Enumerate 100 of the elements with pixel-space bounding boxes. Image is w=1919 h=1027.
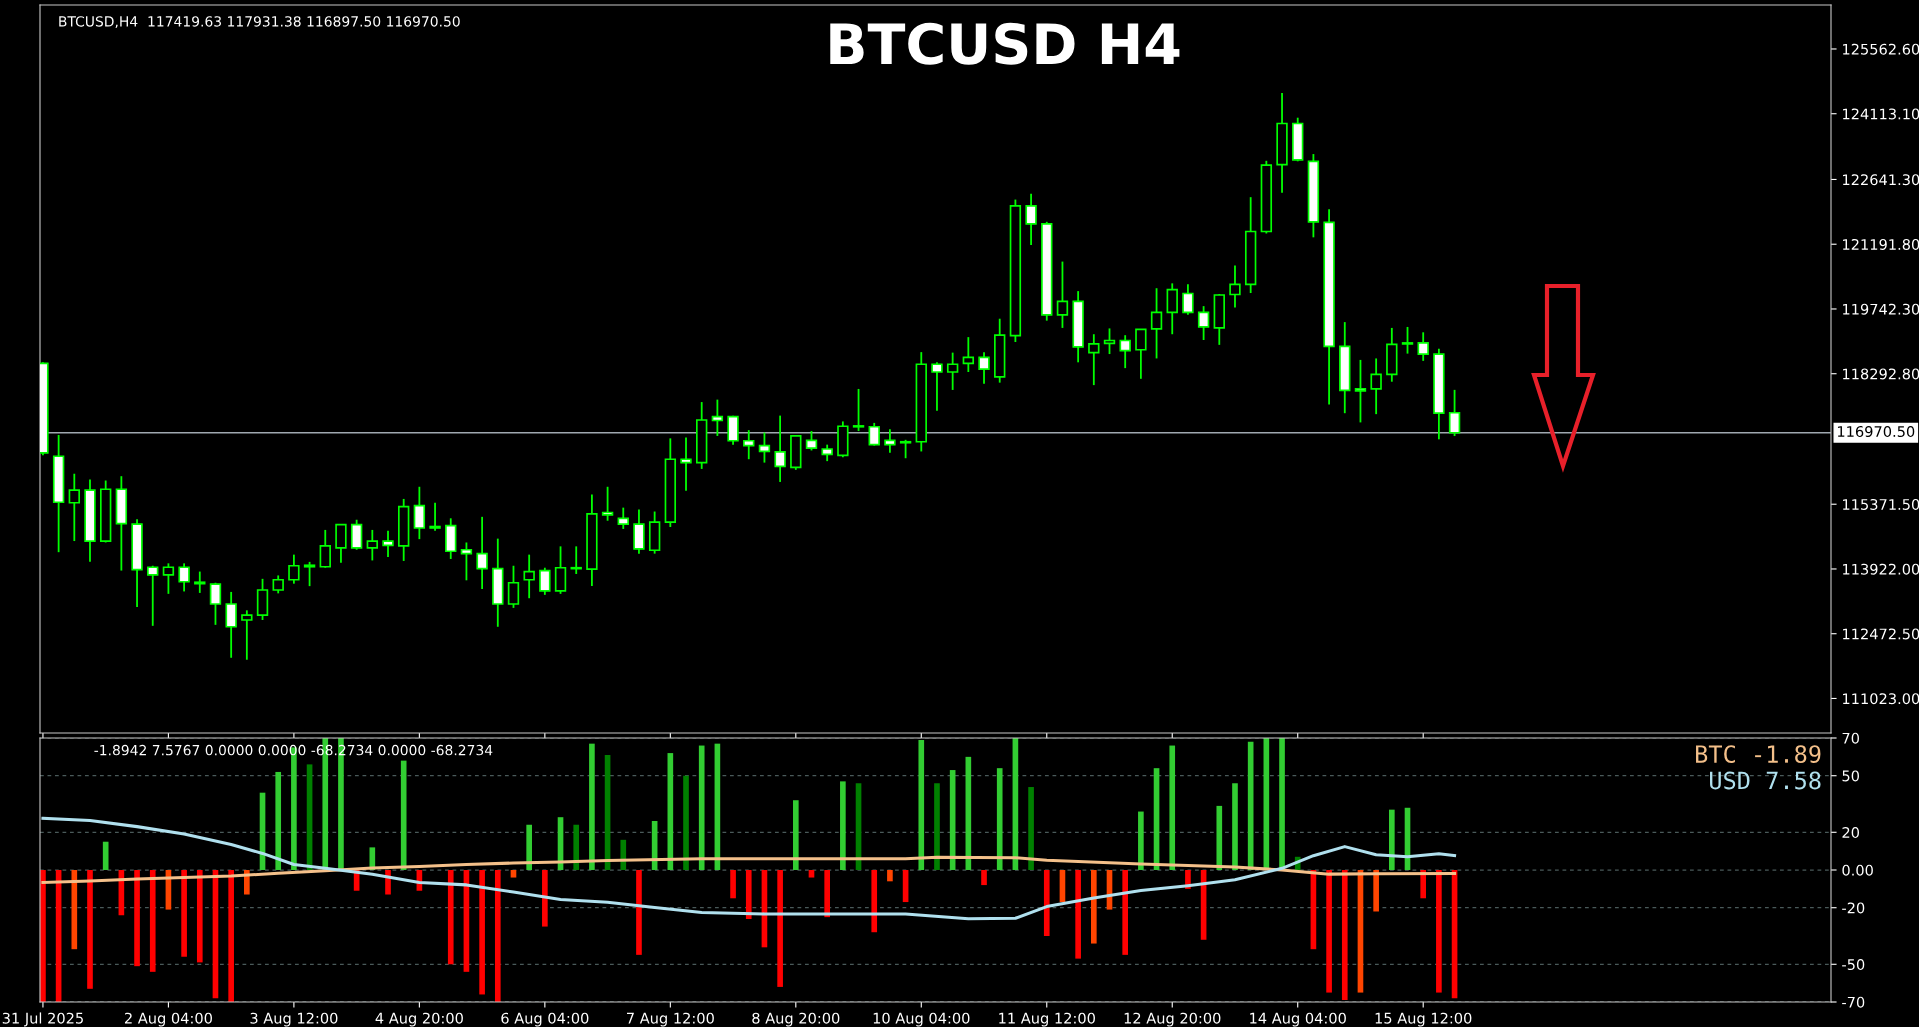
bar: [510, 870, 517, 878]
bar: [275, 771, 282, 870]
candlestick: [617, 506, 629, 530]
bar: [981, 870, 987, 886]
bar: [1043, 870, 1050, 936]
y-tick-label: 119742.30: [1843, 303, 1919, 315]
candlestick: [774, 414, 786, 483]
bar: [1373, 870, 1379, 912]
y-tick-label: 118292.80: [1843, 368, 1919, 380]
candlestick: [962, 336, 975, 373]
candlestick: [852, 388, 865, 432]
bar: [102, 841, 109, 870]
bar: [149, 870, 156, 972]
candlestick: [868, 421, 880, 447]
candlestick: [1103, 327, 1116, 355]
candlestick: [194, 570, 206, 594]
bar: [1138, 811, 1144, 870]
y-tick-label: 113922.00: [1843, 563, 1919, 575]
candlestick: [1370, 357, 1382, 416]
candlestick: [1025, 192, 1037, 247]
candlestick: [507, 564, 520, 609]
candlestick: [680, 436, 692, 492]
bar: [620, 839, 627, 870]
bar: [589, 743, 595, 870]
candlestick: [1229, 264, 1241, 309]
candlestick: [539, 566, 551, 596]
y-tick-label: 124113.10: [1843, 108, 1919, 120]
bar: [400, 760, 407, 870]
candlestick: [884, 428, 896, 454]
line-series: [41, 855, 1457, 884]
bar: [1341, 870, 1348, 1001]
bar: [494, 870, 501, 1002]
x-tick-label: 2 Aug 04:00: [124, 1012, 212, 1027]
bar: [808, 870, 815, 878]
bar: [134, 870, 140, 967]
bar: [745, 870, 752, 920]
x-tick-label: 10 Aug 04:00: [873, 1012, 970, 1027]
candlestick: [946, 351, 959, 391]
x-tick-label: 7 Aug 12:00: [627, 1012, 714, 1027]
candlestick: [805, 430, 818, 452]
chart-title: BTCUSD H4: [830, 22, 1180, 65]
candlestick: [303, 560, 316, 588]
x-tick-label: 31 Jul 2025: [2, 1012, 83, 1027]
candlestick: [366, 529, 379, 562]
bar: [996, 768, 1003, 870]
candlestick: [978, 351, 990, 385]
text: BTCUSD,H4 117419.63 117931.38 116897.50 116970.50: [59, 16, 460, 29]
bar: [1389, 809, 1395, 870]
candlestick: [413, 485, 426, 541]
candlestick: [1088, 333, 1100, 387]
bar: [918, 739, 925, 870]
candlestick: [1182, 283, 1194, 316]
bar: [196, 870, 203, 963]
candlestick: [382, 529, 394, 558]
bar: [526, 824, 532, 870]
y-tick-label: 20: [1842, 827, 1860, 839]
bar: [871, 870, 878, 933]
bar: [730, 870, 736, 899]
x-tick-label: 3 Aug 12:00: [250, 1012, 338, 1027]
y-tick-label: -20: [1842, 902, 1865, 914]
candlestick: [241, 609, 253, 661]
bar: [792, 800, 799, 870]
candlestick: [758, 431, 771, 464]
bar: [934, 783, 940, 870]
y-tick-label: 125562.60: [1843, 43, 1919, 55]
y-tick-label: 0.00: [1842, 864, 1873, 876]
y-tick-label: -50: [1842, 959, 1865, 971]
candlestick: [1135, 328, 1147, 380]
candlestick: [460, 541, 473, 582]
bar: [1090, 870, 1097, 944]
bar: [1169, 745, 1176, 870]
candlestick: [1056, 260, 1069, 329]
bar: [181, 870, 187, 957]
candlestick: [162, 562, 175, 595]
x-tick-label: 11 Aug 12:00: [999, 1012, 1095, 1027]
bar: [777, 870, 783, 987]
candlestick: [1417, 331, 1429, 362]
x-tick-label: 14 Aug 04:00: [1250, 1012, 1346, 1027]
bar: [542, 870, 548, 927]
candlestick: [899, 438, 912, 460]
bar: [479, 870, 485, 995]
bar: [636, 870, 642, 955]
candlestick: [209, 581, 222, 626]
candlestick: [225, 591, 237, 659]
y-tick-label: 112472.50: [1843, 628, 1919, 640]
candlestick: [178, 562, 190, 593]
candlestick: [1166, 282, 1178, 336]
bar: [698, 745, 705, 870]
candlestick: [476, 515, 488, 590]
y-tick-label: 122641.30: [1843, 174, 1919, 186]
candlestick: [1119, 334, 1131, 370]
candlestick: [319, 529, 331, 569]
candlestick: [1401, 326, 1414, 355]
y-tick-label: 50: [1842, 770, 1860, 782]
candlestick: [711, 398, 724, 437]
bar: [1326, 870, 1332, 993]
candlestick: [147, 564, 159, 627]
candlestick: [288, 553, 300, 585]
x-tick-label: 12 Aug 20:00: [1124, 1012, 1221, 1027]
text: USD 7.58: [1710, 771, 1821, 790]
